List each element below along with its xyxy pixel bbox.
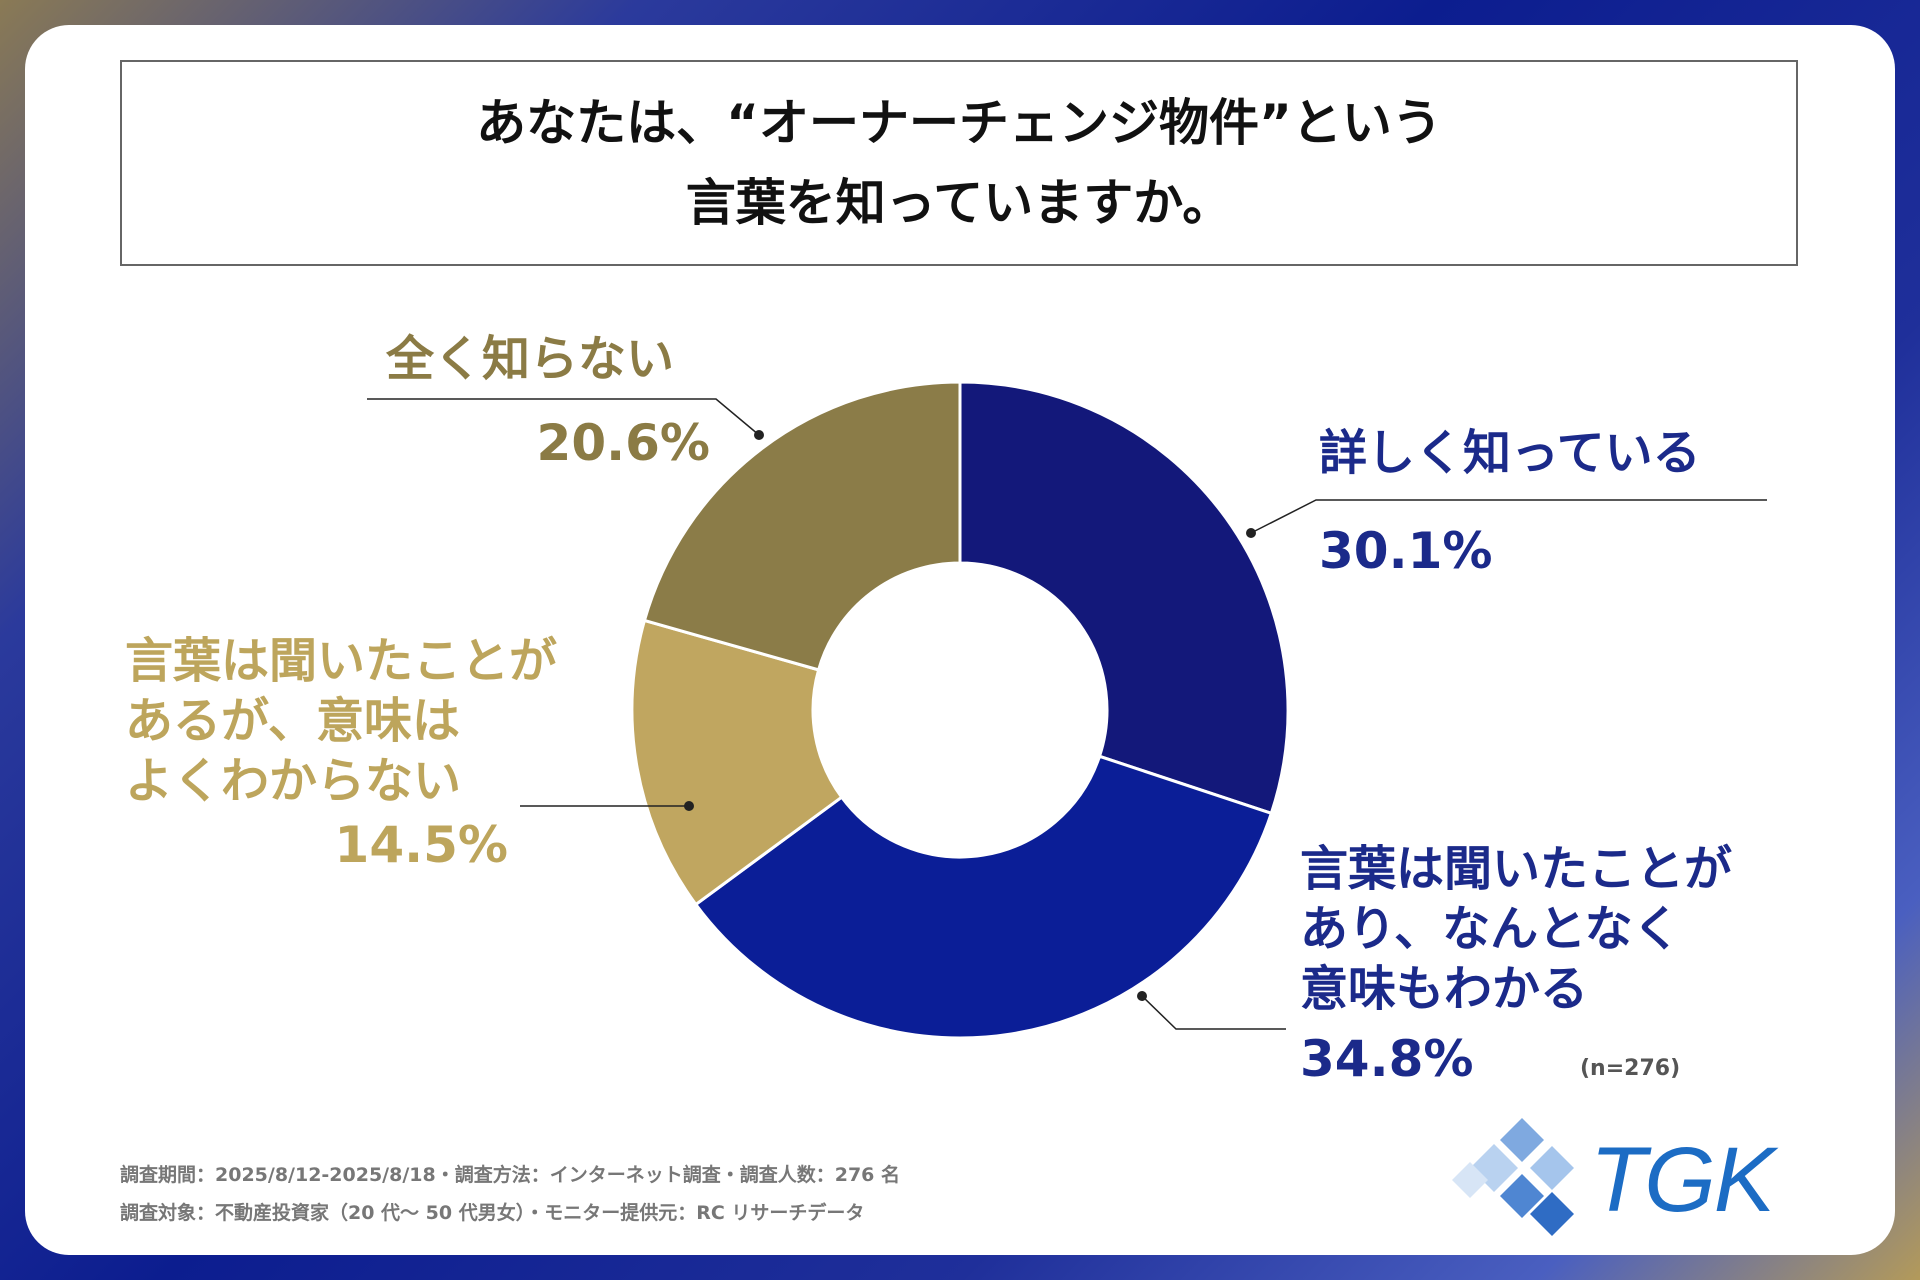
slice-label: 全く知らない bbox=[386, 331, 675, 387]
slice bbox=[642, 380, 962, 672]
logo-icon bbox=[1452, 1118, 1574, 1236]
footnote: 調査対象：不動産投資家（20 代～ 50 代男女）・モニター提供元：RC リサー… bbox=[120, 1202, 865, 1224]
chart-title: あなたは、“オーナーチェンジ物件”という 言葉を知っていますか。 bbox=[476, 94, 1442, 232]
leader-dot bbox=[1137, 991, 1147, 1001]
title-box: あなたは、“オーナーチェンジ物件”という 言葉を知っていますか。 bbox=[120, 60, 1798, 266]
leader-dot bbox=[754, 430, 764, 440]
leader-line bbox=[1250, 499, 1767, 534]
value-label: 30.1% bbox=[1319, 522, 1493, 580]
leader-dot bbox=[1246, 528, 1256, 538]
slice-label: 詳しく知っている bbox=[1319, 425, 1701, 481]
value-label: 14.5% bbox=[334, 816, 508, 874]
footnote: 調査期間：2025/8/12-2025/8/18・調査方法：インターネット調査・… bbox=[120, 1164, 901, 1186]
slice bbox=[958, 380, 1290, 816]
card bbox=[25, 25, 1895, 1255]
value-label: 34.8% bbox=[1300, 1030, 1474, 1088]
leader-line bbox=[1141, 995, 1286, 1030]
slice-label: 言葉は聞いたことが あり、なんとなく 意味もわかる bbox=[1300, 841, 1733, 1017]
leader-line bbox=[367, 398, 760, 436]
slice bbox=[693, 754, 1274, 1040]
logo: TGK bbox=[1590, 1129, 1775, 1231]
value-label: 20.6% bbox=[536, 414, 710, 472]
slice bbox=[630, 618, 844, 907]
leader-dot bbox=[684, 801, 694, 811]
sample-note: (n=276) bbox=[1580, 1056, 1681, 1081]
slice-label: 言葉は聞いたことが あるが、意味は よくわからない bbox=[125, 633, 558, 809]
